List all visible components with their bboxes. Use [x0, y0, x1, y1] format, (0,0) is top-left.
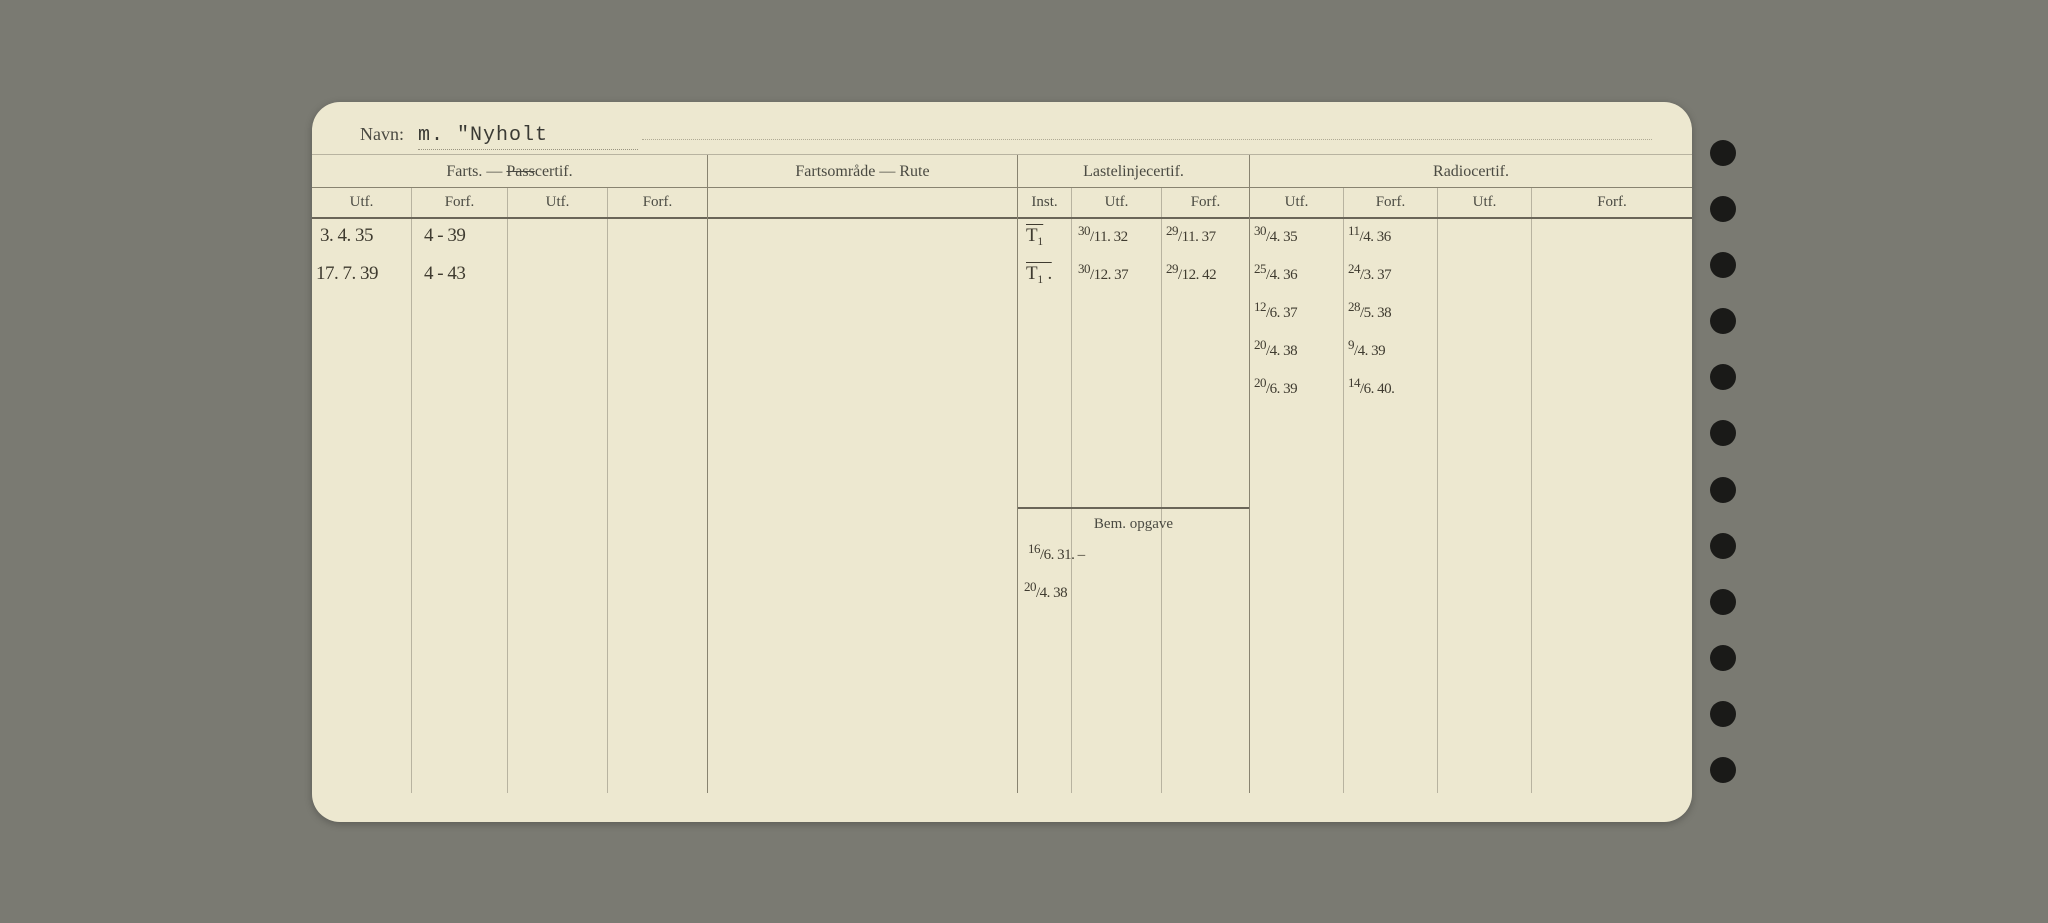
- laste-col-forf: 29/11. 37 29/12. 42: [1162, 219, 1249, 793]
- farts-header: Farts. — Passcertif.: [312, 155, 707, 188]
- name-dotted-line: [642, 139, 1652, 140]
- hole-icon: [1710, 589, 1736, 615]
- col-utf2: Utf.: [508, 188, 608, 217]
- cell: 29/12. 42: [1166, 263, 1216, 285]
- farts-col-utf2: [508, 219, 608, 793]
- col-forf: Forf.: [1344, 188, 1438, 217]
- cell: 30/12. 37: [1078, 263, 1128, 285]
- cell: 4 - 39: [424, 225, 465, 247]
- hole-icon: [1710, 252, 1736, 278]
- name-row: Navn: m. "Nyholt: [312, 124, 1692, 155]
- cell: 20/6. 39: [1254, 377, 1297, 399]
- cell: 30/11. 32: [1078, 225, 1128, 247]
- bem-title: Bem. opgave: [1018, 509, 1249, 539]
- farts-col-utf: 3. 4. 35 17. 7. 39: [312, 219, 412, 793]
- punch-holes: [1710, 102, 1736, 822]
- section-farts: Farts. — Passcertif. Utf. Forf. Utf. For…: [312, 155, 708, 793]
- laste-col-utf: 30/11. 32 30/12. 37: [1072, 219, 1162, 793]
- cell: 9/4. 39: [1348, 339, 1385, 361]
- radio-col-utf2: [1438, 219, 1532, 793]
- laste-col-inst: T₁ T₁ .: [1018, 219, 1072, 793]
- hole-icon: [1710, 477, 1736, 503]
- radio-subhead: Utf. Forf. Utf. Forf.: [1250, 188, 1692, 219]
- hole-icon: [1710, 645, 1736, 671]
- hole-icon: [1710, 196, 1736, 222]
- hole-icon: [1710, 701, 1736, 727]
- farts-col-forf: 4 - 39 4 - 43: [412, 219, 508, 793]
- hole-icon: [1710, 420, 1736, 446]
- hole-icon: [1710, 757, 1736, 783]
- cell: 4 - 43: [424, 263, 465, 285]
- name-label: Navn:: [360, 124, 404, 145]
- radio-rows: 30/4. 35 25/4. 36 12/6. 37 20/4. 38 20/6. 39…: [1250, 219, 1692, 793]
- hole-icon: [1710, 364, 1736, 390]
- col-forf2: Forf.: [608, 188, 707, 217]
- cell: 16/6. 31. –: [1028, 543, 1085, 565]
- bem-section: Bem. opgave 16/6. 31. – 20/4. 38: [1018, 507, 1249, 679]
- rute-header: Fartsområde — Rute: [708, 155, 1017, 188]
- cell: 24/3. 37: [1348, 263, 1391, 285]
- hole-icon: [1710, 308, 1736, 334]
- col-utf: Utf.: [1250, 188, 1344, 217]
- laste-rows: T₁ T₁ . 30/11. 32 30/12. 37 29/11. 37 29…: [1018, 219, 1249, 793]
- cell: T₁ .: [1026, 263, 1052, 285]
- col-forf: Forf.: [412, 188, 508, 217]
- col-forf: Forf.: [1162, 188, 1249, 217]
- cell: 30/4. 35: [1254, 225, 1297, 247]
- rute-col: [708, 219, 1017, 793]
- hole-icon: [1710, 140, 1736, 166]
- index-card: Navn: m. "Nyholt Farts. — Passcertif. Ut…: [312, 102, 1692, 822]
- cell: T₁: [1026, 225, 1043, 247]
- farts-col-forf2: [608, 219, 707, 793]
- section-rute: Fartsområde — Rute: [708, 155, 1018, 793]
- section-radio: Radiocertif. Utf. Forf. Utf. Forf. 30/4.…: [1250, 155, 1692, 793]
- cell: 28/5. 38: [1348, 301, 1391, 323]
- farts-subhead: Utf. Forf. Utf. Forf.: [312, 188, 707, 219]
- col-utf: Utf.: [312, 188, 412, 217]
- cell: 3. 4. 35: [320, 225, 373, 247]
- farts-rows: 3. 4. 35 17. 7. 39 4 - 39 4 - 43: [312, 219, 707, 793]
- cell: 11/4. 36: [1348, 225, 1391, 247]
- cell: 14/6. 40.: [1348, 377, 1394, 399]
- radio-col-utf: 30/4. 35 25/4. 36 12/6. 37 20/4. 38 20/6. 39: [1250, 219, 1344, 793]
- laste-header: Lastelinjecertif.: [1018, 155, 1249, 188]
- col-utf2: Utf.: [1438, 188, 1532, 217]
- cell: 20/4. 38: [1024, 581, 1067, 603]
- cell: 29/11. 37: [1166, 225, 1216, 247]
- col-inst: Inst.: [1018, 188, 1072, 217]
- cell: 25/4. 36: [1254, 263, 1297, 285]
- table-grid: Farts. — Passcertif. Utf. Forf. Utf. For…: [312, 155, 1692, 793]
- radio-col-forf2: [1532, 219, 1692, 793]
- cell: 20/4. 38: [1254, 339, 1297, 361]
- hole-icon: [1710, 533, 1736, 559]
- rute-rows: [708, 219, 1017, 793]
- name-value: m. "Nyholt: [418, 124, 638, 150]
- cell: 17. 7. 39: [316, 263, 378, 285]
- col-utf: Utf.: [1072, 188, 1162, 217]
- cell: 12/6. 37: [1254, 301, 1297, 323]
- laste-subhead: Inst. Utf. Forf.: [1018, 188, 1249, 219]
- section-laste: Lastelinjecertif. Inst. Utf. Forf. T₁ T₁…: [1018, 155, 1250, 793]
- radio-col-forf: 11/4. 36 24/3. 37 28/5. 38 9/4. 39 14/6. 40.: [1344, 219, 1438, 793]
- rute-subhead-blank: [708, 188, 1017, 217]
- radio-header: Radiocertif.: [1250, 155, 1692, 188]
- col-forf2: Forf.: [1532, 188, 1692, 217]
